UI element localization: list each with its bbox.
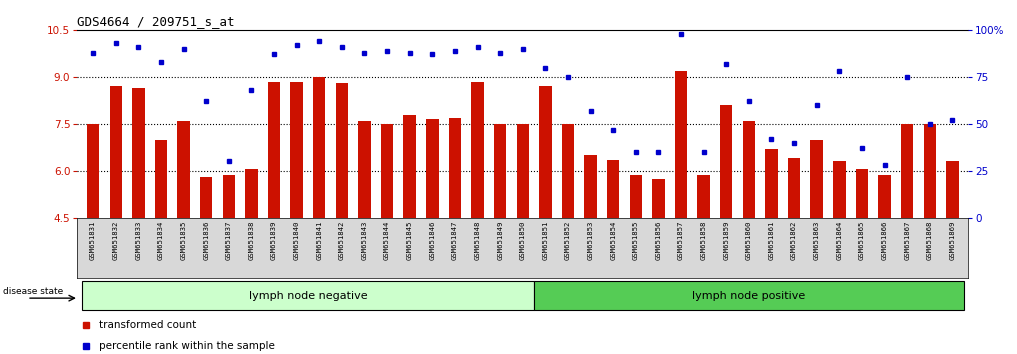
- Bar: [494, 124, 506, 218]
- Text: GSM651850: GSM651850: [520, 221, 526, 260]
- Bar: [448, 118, 461, 218]
- Bar: [132, 88, 144, 218]
- Bar: [811, 139, 823, 218]
- Text: GSM651868: GSM651868: [926, 221, 933, 260]
- Text: GSM651856: GSM651856: [655, 221, 661, 260]
- Text: GSM651838: GSM651838: [248, 221, 254, 260]
- Bar: [155, 139, 167, 218]
- Bar: [675, 71, 687, 218]
- Bar: [313, 77, 325, 218]
- Text: disease state: disease state: [3, 287, 63, 296]
- Bar: [291, 82, 303, 218]
- Text: GSM651839: GSM651839: [271, 221, 277, 260]
- Text: GSM651847: GSM651847: [452, 221, 458, 260]
- Text: GSM651859: GSM651859: [723, 221, 729, 260]
- Bar: [267, 82, 281, 218]
- Bar: [471, 82, 484, 218]
- Bar: [855, 169, 869, 218]
- Bar: [245, 169, 257, 218]
- Bar: [336, 83, 348, 218]
- Bar: [223, 176, 235, 218]
- Bar: [177, 121, 190, 218]
- Text: GSM651857: GSM651857: [678, 221, 684, 260]
- Text: GSM651867: GSM651867: [904, 221, 910, 260]
- Text: GSM651831: GSM651831: [91, 221, 97, 260]
- Text: GSM651855: GSM651855: [633, 221, 639, 260]
- Text: GSM651869: GSM651869: [949, 221, 955, 260]
- Text: GSM651854: GSM651854: [610, 221, 616, 260]
- Text: GSM651849: GSM651849: [497, 221, 503, 260]
- Bar: [630, 176, 642, 218]
- Bar: [923, 124, 936, 218]
- Text: GSM651844: GSM651844: [384, 221, 391, 260]
- Text: GSM651843: GSM651843: [361, 221, 367, 260]
- Text: GSM651861: GSM651861: [769, 221, 775, 260]
- Text: GSM651842: GSM651842: [339, 221, 345, 260]
- Text: GSM651863: GSM651863: [814, 221, 820, 260]
- Text: lymph node positive: lymph node positive: [693, 291, 805, 301]
- Text: GSM651840: GSM651840: [294, 221, 300, 260]
- Bar: [901, 124, 913, 218]
- Text: GSM651848: GSM651848: [475, 221, 480, 260]
- Text: GSM651865: GSM651865: [859, 221, 864, 260]
- Bar: [404, 115, 416, 218]
- Text: GSM651841: GSM651841: [316, 221, 322, 260]
- Bar: [698, 176, 710, 218]
- Bar: [561, 124, 575, 218]
- Text: GSM651846: GSM651846: [429, 221, 435, 260]
- Text: GSM651866: GSM651866: [882, 221, 888, 260]
- Text: GSM651860: GSM651860: [745, 221, 752, 260]
- Bar: [607, 160, 619, 218]
- Bar: [517, 124, 529, 218]
- Text: GSM651845: GSM651845: [407, 221, 413, 260]
- Bar: [879, 176, 891, 218]
- Text: GSM651862: GSM651862: [791, 221, 797, 260]
- Bar: [110, 86, 122, 218]
- Bar: [380, 124, 394, 218]
- Bar: [720, 105, 732, 218]
- Text: GSM651864: GSM651864: [836, 221, 842, 260]
- Bar: [585, 155, 597, 218]
- Text: GSM651852: GSM651852: [565, 221, 571, 260]
- Text: GSM651837: GSM651837: [226, 221, 232, 260]
- FancyBboxPatch shape: [81, 281, 534, 310]
- Text: GSM651853: GSM651853: [588, 221, 594, 260]
- Text: percentile rank within the sample: percentile rank within the sample: [99, 341, 275, 351]
- Bar: [742, 121, 755, 218]
- Text: GSM651836: GSM651836: [203, 221, 210, 260]
- Bar: [200, 177, 213, 218]
- Text: GSM651832: GSM651832: [113, 221, 119, 260]
- Bar: [788, 158, 800, 218]
- Text: lymph node negative: lymph node negative: [248, 291, 367, 301]
- Text: GSM651835: GSM651835: [181, 221, 186, 260]
- Bar: [539, 86, 551, 218]
- Bar: [946, 161, 959, 218]
- Bar: [358, 121, 370, 218]
- Text: GSM651851: GSM651851: [542, 221, 548, 260]
- Text: transformed count: transformed count: [99, 320, 196, 330]
- Bar: [652, 179, 665, 218]
- Bar: [765, 149, 778, 218]
- Text: GSM651833: GSM651833: [135, 221, 141, 260]
- Text: GSM651834: GSM651834: [158, 221, 164, 260]
- Bar: [426, 119, 438, 218]
- Bar: [833, 161, 845, 218]
- Bar: [86, 124, 100, 218]
- FancyBboxPatch shape: [534, 281, 964, 310]
- Text: GDS4664 / 209751_s_at: GDS4664 / 209751_s_at: [77, 15, 235, 28]
- Text: GSM651858: GSM651858: [701, 221, 707, 260]
